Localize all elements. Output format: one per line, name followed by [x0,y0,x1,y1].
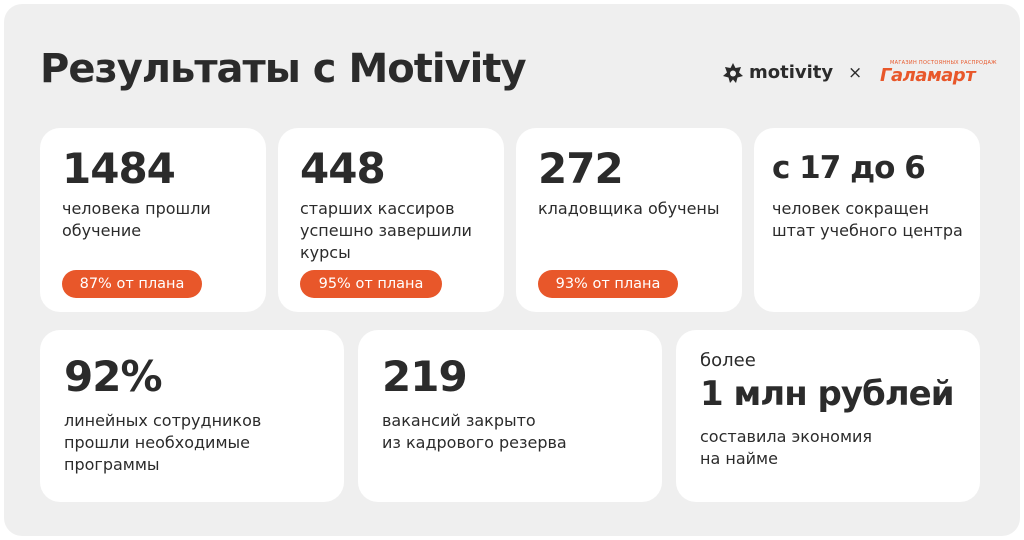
partner-logos: motivity × МАГАЗИН ПОСТОЯННЫХ РАСПРОДАЖ … [722,60,997,90]
stat-value: 272 [538,144,624,193]
motivity-logo-text: motivity [749,62,834,83]
stat-description: вакансий закрыто из кадрового резерва [382,411,567,452]
stat-card-staff-reduction: с 17 до 6 человек сокращен штат учебного… [754,128,980,312]
stat-description: линейных сотрудников прошли необходимые … [64,411,262,474]
stat-card-savings: более 1 млн рублей составила экономия на… [676,330,980,502]
logo-separator: × [848,63,863,83]
motivity-logo-icon [723,63,743,83]
stat-value: 448 [300,144,386,193]
stat-card-vacancies: 219 вакансий закрыто из кадрового резерв… [358,330,662,502]
stat-card-trained: 1484 человека прошли обучение 87% от пла… [40,128,266,312]
stat-value: с 17 до 6 [772,150,926,186]
plan-badge: 95% от плана [300,270,442,298]
stat-value: 1 млн рублей [700,374,955,414]
stat-value: 1484 [62,144,176,193]
stat-description: человек сокращен штат учебного центра [772,199,963,240]
stat-card-storekeepers: 272 кладовщика обучены 93% от плана [516,128,742,312]
stat-card-line-staff: 92% линейных сотрудников прошли необходи… [40,330,344,502]
plan-badge: 93% от плана [538,270,678,298]
plan-badge: 87% от плана [62,270,202,298]
galamart-logo: МАГАЗИН ПОСТОЯННЫХ РАСПРОДАЖ Галамарт [880,60,997,86]
stat-value: 92% [64,352,163,401]
stat-value: 219 [382,352,468,401]
galamart-logo-text: Галамарт [880,65,976,86]
galamart-logo-tagline: МАГАЗИН ПОСТОЯННЫХ РАСПРОДАЖ [890,60,997,66]
stat-card-cashiers: 448 старших кассиров успешно завершили к… [278,128,504,312]
stat-description: составила экономия на найме [700,427,873,468]
stat-description: старших кассиров успешно завершили курсы [300,199,472,262]
stat-prefix: более [700,350,756,371]
background-panel: Результаты с Motivity motivity × МАГАЗИН… [4,4,1020,536]
stat-description: кладовщика обучены [538,199,720,218]
stat-description: человека прошли обучение [62,199,211,240]
page-title: Результаты с Motivity [40,46,527,92]
